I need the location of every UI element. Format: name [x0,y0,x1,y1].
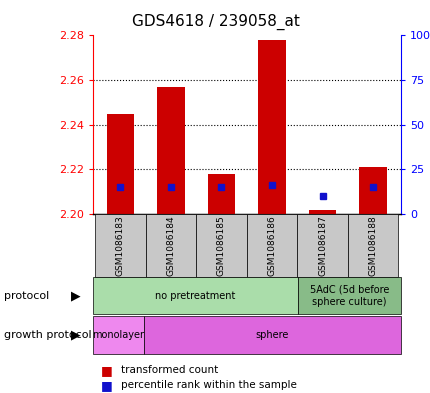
Bar [246,214,297,277]
Bar [207,174,235,214]
Bar [358,167,386,214]
Bar [298,277,400,314]
Text: 5AdC (5d before
sphere culture): 5AdC (5d before sphere culture) [309,285,388,307]
Text: no pretreatment: no pretreatment [155,291,235,301]
Text: ▶: ▶ [71,289,80,302]
Text: transformed count: transformed count [120,365,218,375]
Text: GDS4618 / 239058_at: GDS4618 / 239058_at [131,14,299,30]
Text: monolayer: monolayer [92,330,144,340]
Text: GSM1086183: GSM1086183 [116,215,125,276]
Text: ■: ■ [101,378,113,392]
Bar [144,316,400,354]
Bar [297,214,347,277]
Bar [258,40,285,214]
Text: ■: ■ [101,364,113,377]
Text: ▶: ▶ [71,329,80,342]
Bar [196,214,246,277]
Bar [308,210,336,214]
Bar [92,277,298,314]
Bar [145,214,196,277]
Text: GSM1086188: GSM1086188 [368,215,377,276]
Text: percentile rank within the sample: percentile rank within the sample [120,380,296,390]
Text: GSM1086186: GSM1086186 [267,215,276,276]
Bar [157,87,184,214]
Text: GSM1086185: GSM1086185 [216,215,225,276]
Text: sphere: sphere [255,330,289,340]
Bar [95,214,145,277]
Text: GSM1086187: GSM1086187 [317,215,326,276]
Bar [92,316,144,354]
Text: growth protocol: growth protocol [4,330,92,340]
Text: protocol: protocol [4,291,49,301]
Bar [347,214,397,277]
Bar [106,114,134,214]
Text: GSM1086184: GSM1086184 [166,215,175,276]
